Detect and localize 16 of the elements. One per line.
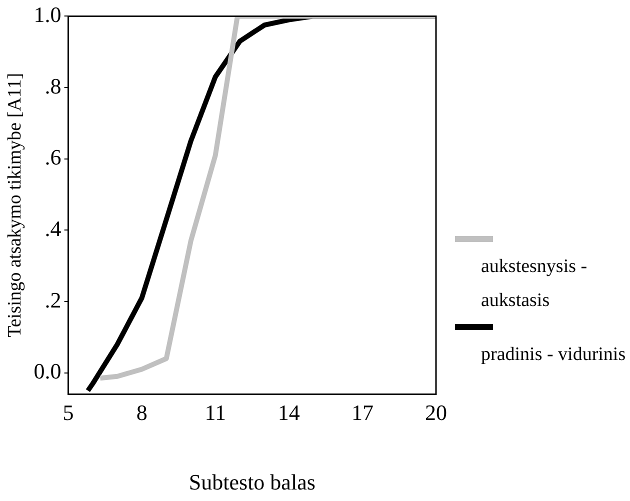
y-tick-label: 1.0: [34, 2, 62, 27]
x-axis-title: Subtesto balas: [188, 470, 316, 495]
x-tick-label: 8: [136, 400, 148, 426]
x-tick-label: 17: [351, 400, 374, 426]
y-axis-title: Teisingo atsakymo tikimybe [A11]: [4, 72, 26, 338]
x-tick-label: 20: [425, 400, 447, 426]
legend-label: pradinis - vidurinis: [481, 343, 627, 367]
x-tick-label: 14: [278, 400, 300, 426]
legend-label: aukstesnysis - aukstasis: [481, 255, 588, 313]
y-tick-label: .4: [44, 216, 62, 241]
y-tick-label: .6: [44, 144, 62, 170]
y-tick-label: .8: [44, 73, 62, 98]
x-tick-label: 5: [62, 400, 74, 426]
y-tick-label: 0.0: [34, 358, 62, 384]
x-tick-label: 11: [204, 400, 226, 426]
y-tick-label: .2: [44, 287, 62, 312]
